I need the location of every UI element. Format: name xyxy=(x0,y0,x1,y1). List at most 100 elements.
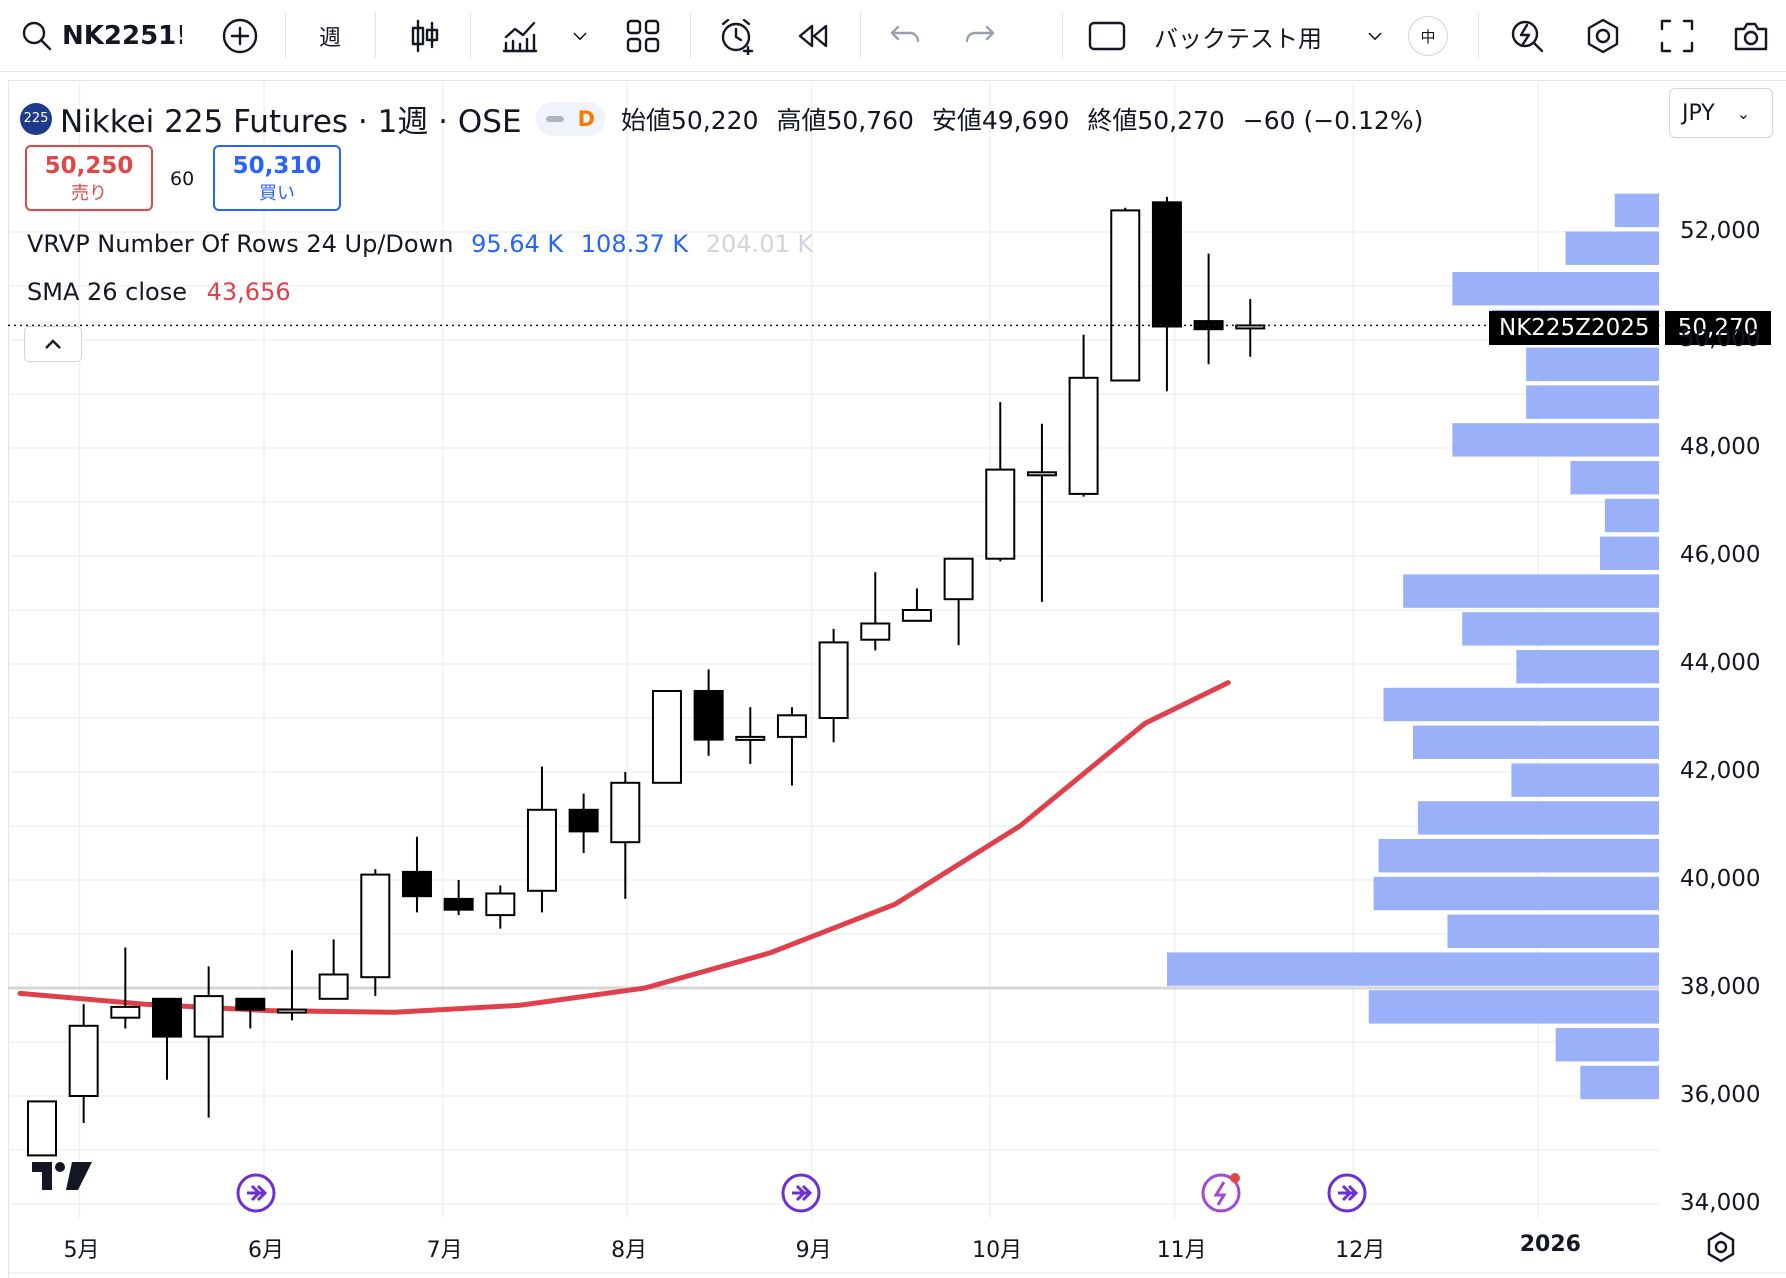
candles-icon xyxy=(411,19,439,53)
layout-dropdown[interactable] xyxy=(1360,0,1390,72)
replay-button[interactable] xyxy=(788,0,838,72)
volume-profile-bar xyxy=(1373,876,1659,911)
interval-label: 週 xyxy=(318,26,341,51)
vrvp-total-volume: 204.01 K xyxy=(705,230,814,258)
candle-body xyxy=(1068,376,1099,495)
dividend-event-icon[interactable] xyxy=(780,1172,822,1214)
market-closed-icon xyxy=(545,115,564,122)
candle-body xyxy=(943,557,974,601)
candle-body xyxy=(1026,471,1057,477)
grid-icon xyxy=(626,19,660,53)
vrvp-up-volume: 95.64 K xyxy=(471,230,564,258)
sma-indicator-legend[interactable]: SMA 26 close 43,656 xyxy=(27,278,291,306)
candle-body xyxy=(485,892,516,917)
volume-profile-bar xyxy=(1614,193,1659,228)
open-value: 始値50,220 xyxy=(621,105,759,135)
volume-profile-bar xyxy=(1413,725,1659,759)
chevron-down-icon xyxy=(1368,32,1382,40)
volume-profile-bar xyxy=(1604,498,1659,533)
candle-body xyxy=(651,690,682,784)
fullscreen-icon xyxy=(1660,19,1694,53)
symbol-name: NK2251! xyxy=(62,21,182,51)
dividend-event-icon[interactable] xyxy=(235,1172,277,1214)
buy-label: 買い xyxy=(259,183,295,204)
time-tick-label: 12月 xyxy=(1335,1238,1386,1263)
symbol-search-button[interactable]: NK2251! xyxy=(18,0,188,72)
axis-settings-icon[interactable] xyxy=(1704,1230,1738,1264)
candle-body xyxy=(526,808,557,892)
settings-button[interactable] xyxy=(1578,0,1628,72)
volume-profile-bar xyxy=(1580,1065,1659,1100)
candle-body xyxy=(68,1024,99,1098)
fullscreen-button[interactable] xyxy=(1652,0,1702,72)
time-tick-label: 6月 xyxy=(248,1238,285,1263)
price-tick-label: 46,000 xyxy=(1680,542,1761,568)
price-tick-label: 34,000 xyxy=(1680,1190,1761,1216)
chevron-up-icon xyxy=(45,339,61,349)
camera-icon xyxy=(1734,22,1768,51)
snapshot-button[interactable] xyxy=(1726,0,1776,72)
compare-button[interactable] xyxy=(215,0,265,72)
vrvp-indicator-legend[interactable]: VRVP Number Of Rows 24 Up/Down 95.64 K 1… xyxy=(27,230,813,258)
price-tick-label: 50,000 xyxy=(1680,326,1761,352)
chart-type-button[interactable] xyxy=(400,0,450,72)
candle-body xyxy=(401,870,432,898)
vrvp-label: VRVP Number Of Rows 24 Up/Down xyxy=(27,230,454,258)
candle-body xyxy=(818,641,849,720)
symbol-title[interactable]: Nikkei 225 Futures · 1週 · OSE xyxy=(60,104,522,140)
candle-body xyxy=(235,997,266,1011)
candle-body xyxy=(1110,209,1141,382)
market-status-badge[interactable]: D xyxy=(535,101,605,136)
dividend-event-icon[interactable] xyxy=(1326,1172,1368,1214)
tradingview-logo[interactable] xyxy=(30,1158,94,1194)
sell-button[interactable]: 50,250 売り xyxy=(25,145,153,211)
indicators-button[interactable] xyxy=(495,0,545,72)
backtest-layout-button[interactable]: バックテスト用 xyxy=(1088,0,1418,72)
time-tick-label: 11月 xyxy=(1156,1238,1207,1263)
volume-profile-bar xyxy=(1378,839,1659,873)
candle-body xyxy=(110,1005,141,1019)
candle-body xyxy=(193,995,224,1038)
interval-button[interactable]: 週 xyxy=(305,0,355,72)
language-button[interactable]: 中 xyxy=(1406,0,1450,72)
toolbar-divider xyxy=(470,12,471,58)
currency-select[interactable]: JPY ⌄ xyxy=(1669,88,1773,138)
sma-line xyxy=(17,680,1231,1015)
last-price-symbol-tag: NK225Z2025 xyxy=(1489,311,1660,345)
delayed-data-label: D xyxy=(577,106,595,131)
candle-body xyxy=(443,897,474,911)
sell-label: 売り xyxy=(71,183,107,204)
indicators-dropdown[interactable] xyxy=(565,0,595,72)
volume-profile-bar xyxy=(1383,687,1659,722)
quick-search-button[interactable] xyxy=(1502,0,1552,72)
volume-profile-bar xyxy=(1555,1028,1659,1062)
candle-body xyxy=(360,873,391,979)
sell-price: 50,250 xyxy=(44,153,134,179)
layout-button[interactable] xyxy=(618,0,668,72)
candle-body xyxy=(735,735,766,741)
volume-profile-bar xyxy=(1462,612,1659,646)
redo-button[interactable] xyxy=(955,0,1005,72)
volume-profile-bar xyxy=(1452,272,1659,306)
volume-profile-bar xyxy=(1417,801,1659,835)
time-tick-label: 7月 xyxy=(426,1238,463,1263)
earnings-event-icon[interactable] xyxy=(1200,1172,1242,1214)
volume-profile-bar xyxy=(1511,763,1659,797)
vrvp-down-volume: 108.37 K xyxy=(580,230,689,258)
buy-button[interactable]: 50,310 買い xyxy=(213,145,341,211)
candle-body xyxy=(610,781,641,844)
change-value: −60 (−0.12%) xyxy=(1242,105,1424,135)
collapse-legend-button[interactable] xyxy=(24,326,82,362)
low-value: 安値49,690 xyxy=(931,105,1070,135)
candle-body xyxy=(776,714,807,738)
undo-button[interactable] xyxy=(880,0,930,72)
volume-profile-bar xyxy=(1526,347,1659,381)
candle-body xyxy=(985,468,1016,560)
square-icon xyxy=(1088,21,1126,51)
buy-price: 50,310 xyxy=(232,153,322,179)
candle-body xyxy=(27,1100,57,1157)
alert-button[interactable] xyxy=(712,0,762,72)
volume-profile-bar xyxy=(1403,574,1659,608)
plus-circle-icon xyxy=(222,18,258,54)
